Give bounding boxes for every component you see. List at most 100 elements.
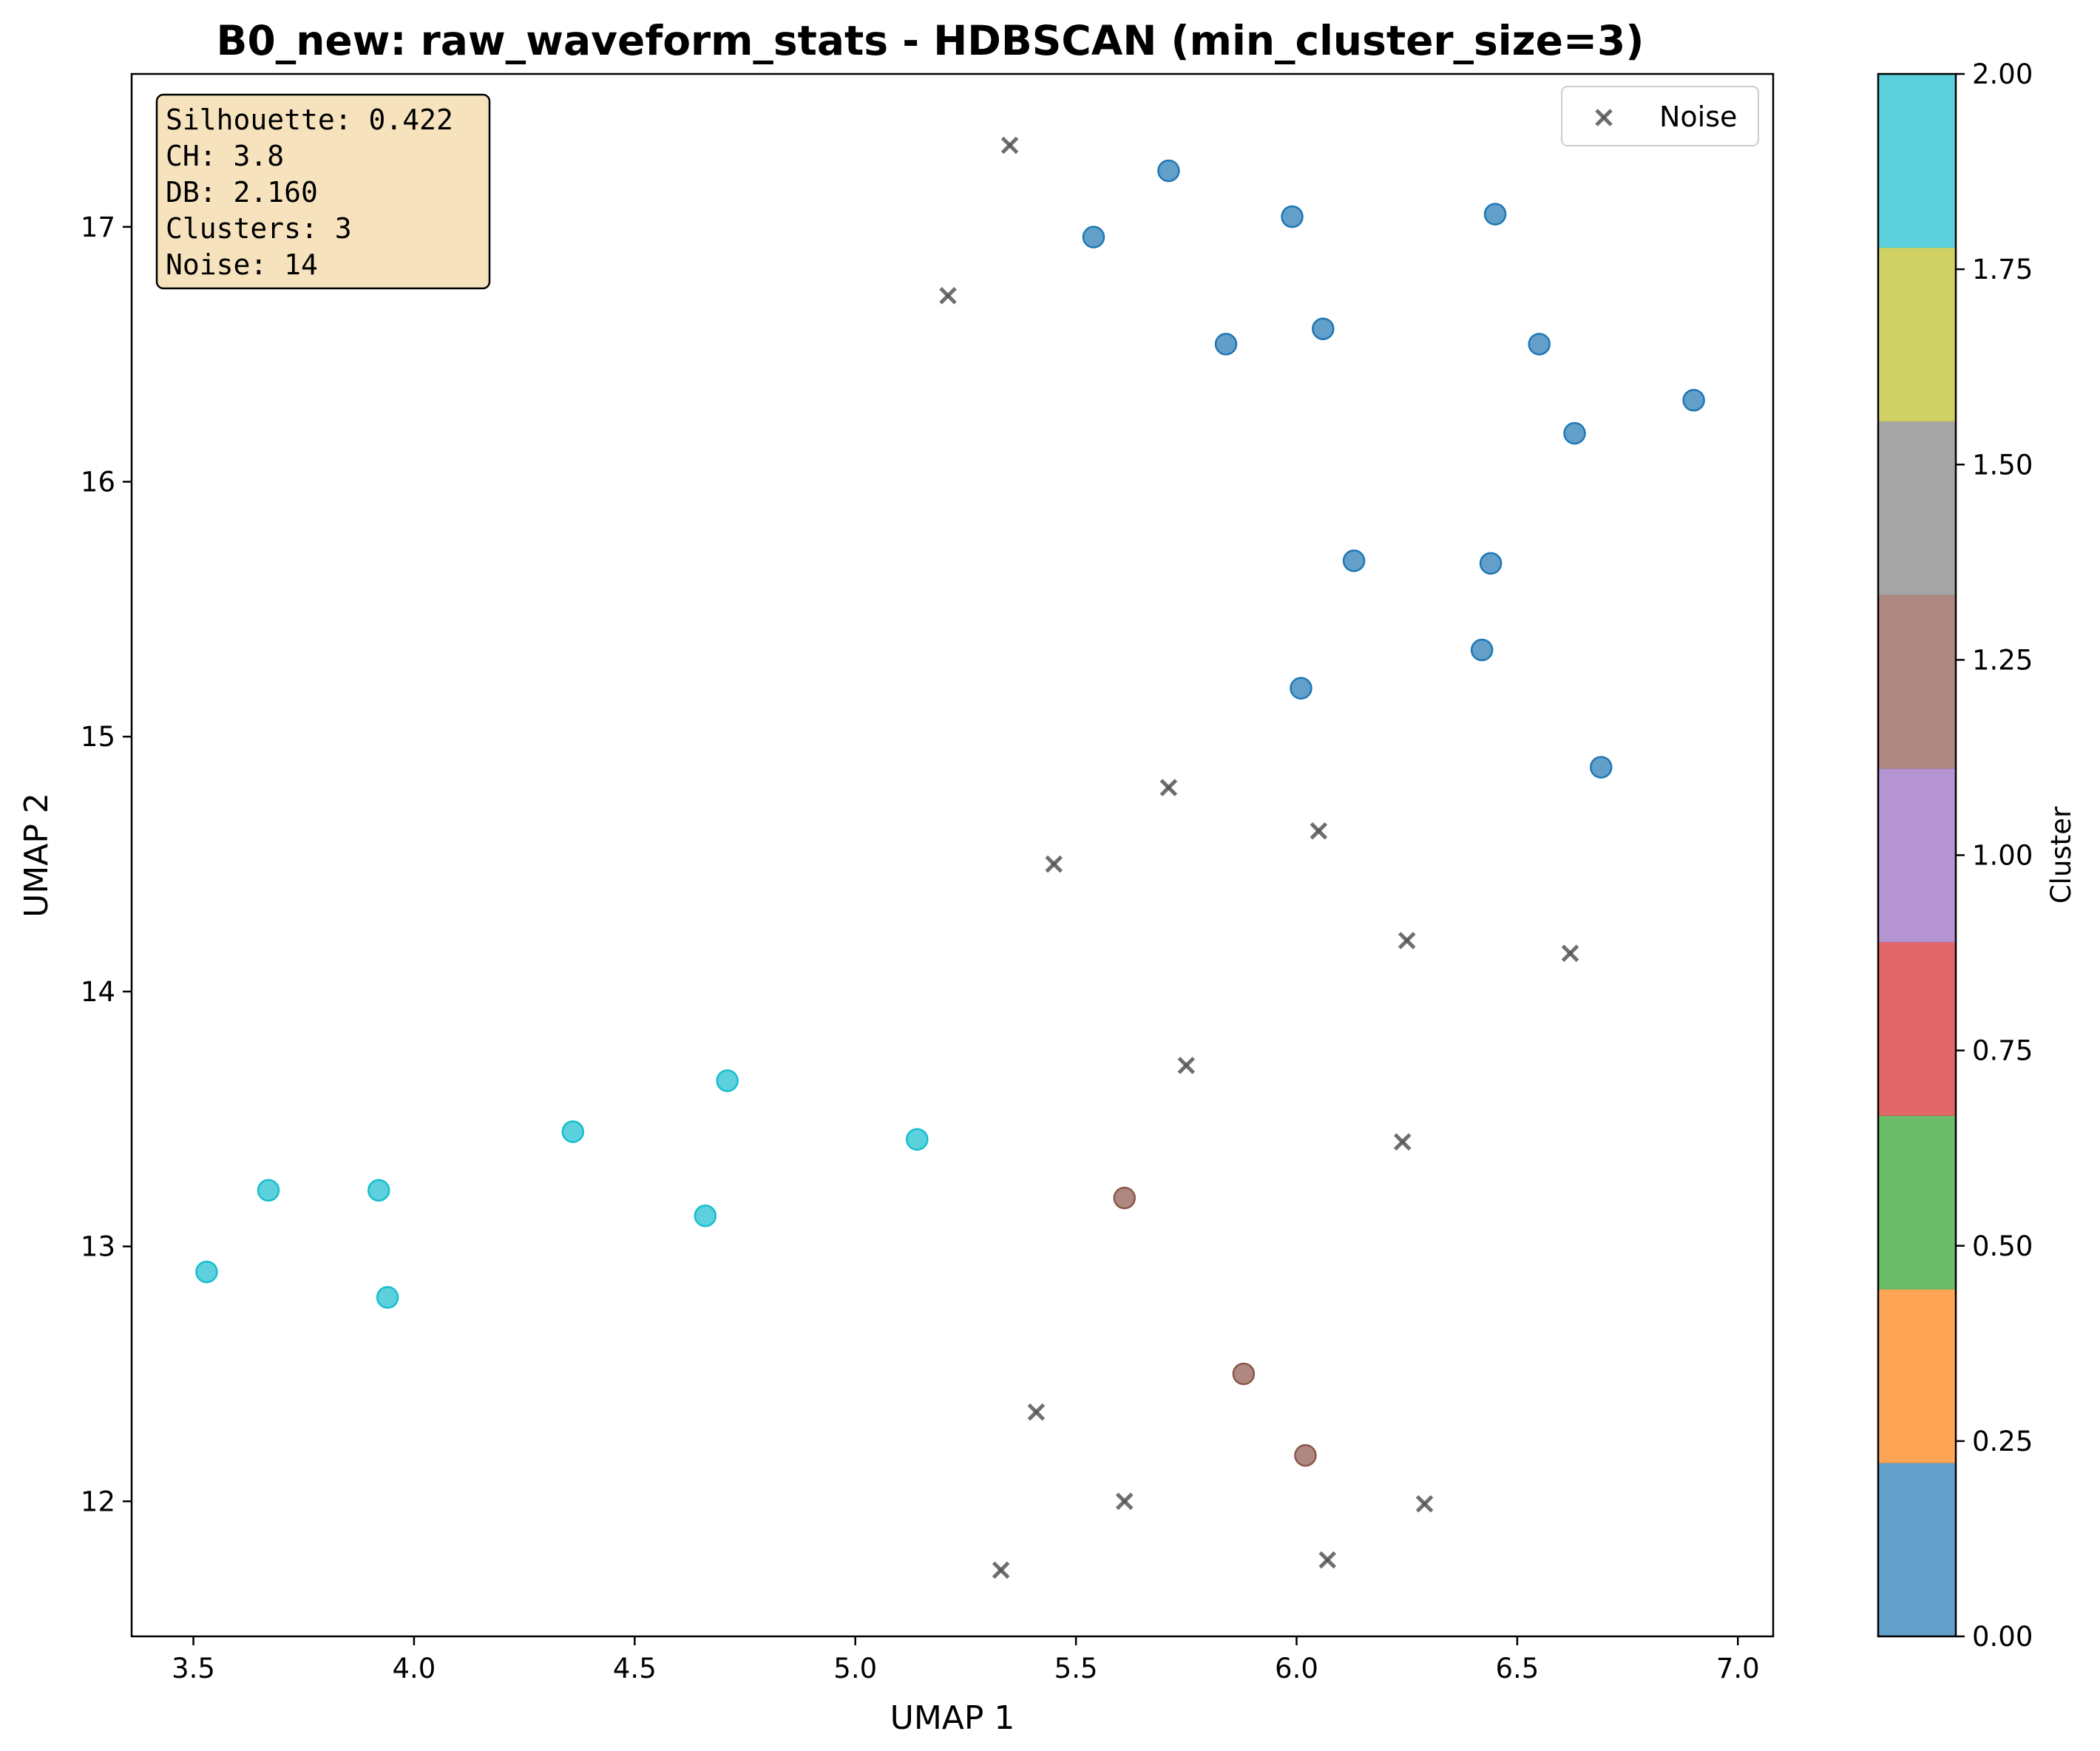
legend-noise-marker (1595, 109, 1613, 126)
legend-marker-stroke (1595, 109, 1613, 126)
noise-point-stroke (1115, 1492, 1134, 1511)
noise-point-stroke (939, 287, 957, 305)
cluster-0-point (1479, 552, 1503, 575)
colorbar-segment (1878, 595, 1956, 769)
noise-point-stroke (1159, 779, 1178, 796)
noise-point-stroke (992, 1561, 1010, 1579)
noise-point (1159, 779, 1178, 796)
noise-point-stroke (1561, 944, 1579, 962)
cluster-0-point (1312, 317, 1335, 340)
colorbar: 0.00 0.25 0.50 0.75 1.00 1.25 1.50 1.75 2.00 Clus… (1877, 58, 2077, 1653)
cluster-2-point (906, 1128, 929, 1151)
cluster-0-point (1290, 677, 1312, 700)
colorbar-tick-label: 2.00 (1972, 58, 2033, 90)
noise-point (992, 1561, 1010, 1579)
stats-line: DB: 2.160 (166, 176, 318, 209)
noise-point-stroke (1398, 932, 1416, 949)
y-axis-label: UMAP 2 (18, 793, 55, 918)
cluster-0-point (1157, 159, 1180, 183)
colorbar-segment (1878, 1289, 1956, 1463)
noise-point (1415, 1494, 1434, 1513)
x-tick-label: 6.0 (1275, 1653, 1318, 1684)
legend-label: Noise (1659, 101, 1737, 133)
cluster-2-point (195, 1260, 218, 1284)
cluster-0-point (1563, 421, 1586, 445)
noise-point (1561, 944, 1579, 962)
colorbar-tick-label: 0.25 (1972, 1426, 2033, 1457)
cluster-0-point (1470, 638, 1494, 662)
colorbar-segment (1878, 941, 1956, 1117)
cluster-2-point (716, 1069, 739, 1092)
cluster-0-point (1342, 549, 1366, 572)
cluster-0-point (1082, 226, 1105, 248)
colorbar-segment (1878, 421, 1956, 595)
cluster-2-point (257, 1179, 280, 1202)
noise-point-stroke (1310, 822, 1328, 840)
y-tick-label: 14 (81, 976, 115, 1008)
colorbar-tick-label: 1.75 (1972, 254, 2033, 285)
noise-point (1027, 1403, 1046, 1421)
cluster-1-point (1113, 1186, 1136, 1210)
colorbar-segment (1878, 247, 1956, 422)
chart-title: B0_new: raw_waveform_stats - HDBSCAN (mi… (217, 17, 1645, 64)
colorbar-segment (1878, 768, 1956, 943)
cluster-0-point (1590, 756, 1613, 779)
noise-point (939, 287, 957, 305)
noise-point-stroke (1415, 1494, 1434, 1513)
noise-point (1045, 855, 1063, 873)
noise-point-stroke (1177, 1057, 1196, 1074)
cluster-0-point (1483, 203, 1507, 226)
noise-point (1393, 1133, 1412, 1151)
noise-point-stroke (1027, 1403, 1046, 1421)
colorbar-tick-label: 0.50 (1972, 1230, 2033, 1262)
noise-point-stroke (1045, 855, 1063, 873)
cluster-0-point (1682, 388, 1705, 412)
noise-point (1177, 1057, 1196, 1074)
cluster-2-point (376, 1286, 399, 1309)
cluster-0-point (1214, 333, 1238, 356)
cluster-1-point (1232, 1362, 1256, 1386)
cluster-0-point (1528, 333, 1551, 356)
stats-line: Silhouette: 0.422 (166, 104, 453, 136)
colorbar-tick-label: 0.75 (1972, 1035, 2033, 1067)
colorbar-tick-label: 1.50 (1972, 449, 2033, 481)
cluster-2-point (561, 1120, 585, 1143)
stats-line: Clusters: 3 (166, 212, 352, 245)
stats-line: Noise: 14 (166, 248, 318, 281)
colorbar-segment (1878, 1463, 1956, 1637)
x-tick-label: 7.0 (1716, 1653, 1760, 1684)
x-tick-label: 5.0 (833, 1653, 877, 1684)
legend: Noise (1561, 86, 1759, 146)
noise-point-stroke (1393, 1133, 1412, 1151)
y-tick-label: 17 (81, 211, 115, 243)
colorbar-label: Cluster (2045, 806, 2077, 904)
noise-point-stroke (1318, 1551, 1337, 1569)
y-tick-label: 16 (81, 467, 115, 498)
cluster-0-point (1281, 205, 1304, 228)
noise-point-stroke (1000, 136, 1019, 155)
colorbar-tick-label: 1.25 (1972, 644, 2033, 676)
stats-line: CH: 3.8 (166, 140, 284, 172)
y-tick-label: 12 (81, 1486, 115, 1517)
x-tick-label: 5.5 (1054, 1653, 1098, 1684)
stats-box-frame (155, 93, 491, 290)
stats-box: Silhouette: 0.422 CH: 3.8 DB: 2.160Cluster… (155, 93, 491, 290)
colorbar-tick-label: 1.00 (1972, 840, 2033, 872)
cluster-1-point (1294, 1444, 1317, 1467)
noise-point (1398, 932, 1416, 949)
noise-point (1115, 1492, 1134, 1511)
y-tick-label: 13 (81, 1231, 115, 1263)
noise-point (1000, 136, 1019, 155)
cluster-2-point (367, 1179, 390, 1202)
colorbar-segment (1878, 74, 1956, 248)
legend-frame (1561, 86, 1759, 146)
cluster-2-point (694, 1204, 717, 1227)
plot-frame (130, 72, 1775, 1638)
x-tick-label: 4.0 (393, 1653, 436, 1684)
x-tick-label: 6.5 (1495, 1653, 1539, 1684)
colorbar-segment (1878, 1115, 1956, 1290)
x-tick-label: 3.5 (172, 1653, 215, 1684)
x-tick-label: 4.5 (613, 1653, 657, 1684)
colorbar-tick-label: 0.00 (1972, 1621, 2033, 1653)
